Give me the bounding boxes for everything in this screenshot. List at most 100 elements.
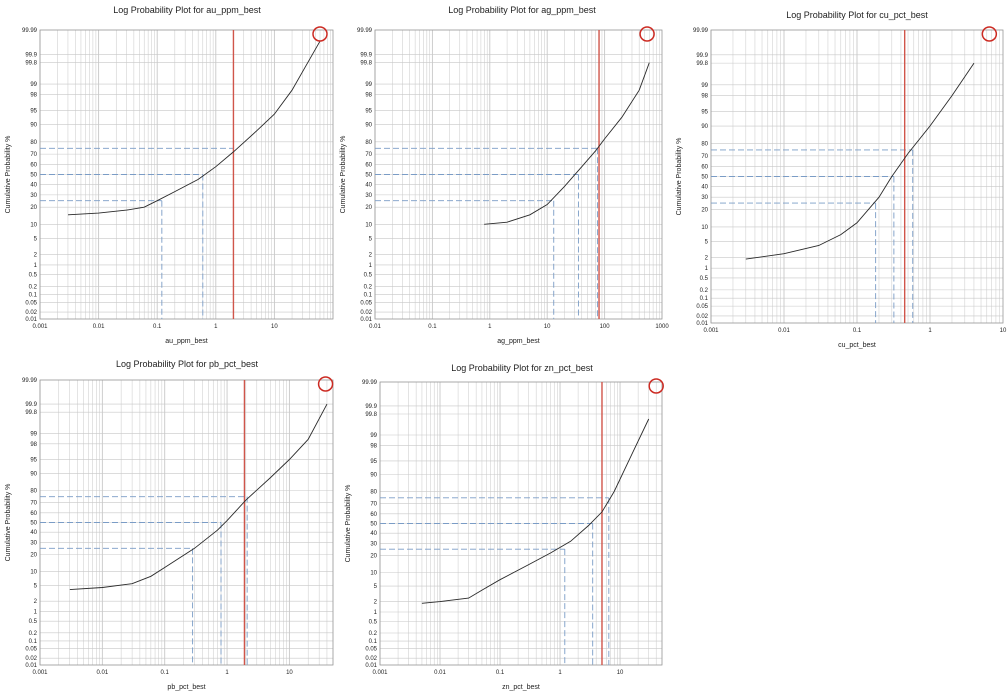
y-tick-label: 1 [34,263,38,269]
y-tick-label: 1 [705,266,709,272]
y-tick-label: 1 [374,610,378,616]
y-tick-label: 99 [30,431,37,437]
y-tick-label: 98 [365,93,372,99]
y-tick-label: 20 [365,205,372,211]
y-tick-label: 40 [370,531,377,537]
y-tick-label: 2 [34,252,38,258]
x-axis-label: cu_pct_best [838,342,876,349]
y-tick-label: 0.5 [29,273,38,279]
y-tick-label: 30 [365,193,372,199]
y-tick-label: 70 [365,152,372,158]
plot-panel-4: 99.99 99.9 99.8 99 98 95 90 80 70 60 50 40 30 20 10 5 2 1… [5,359,334,691]
cumulative-probability-curve [745,62,975,260]
highlight-circle-marker [639,26,655,42]
x-tick-label: 0.01 [93,324,105,330]
y-tick-label: 0.02 [25,656,37,662]
y-tick-label: 95 [370,459,377,465]
y-tick-label: 0.05 [25,300,37,306]
y-tick-label: 99.9 [365,404,377,410]
y-tick-label: 60 [365,163,372,169]
x-tick-label: 100 [600,324,611,330]
y-tick-label: 20 [30,205,37,211]
x-tick-label: 0.1 [428,324,437,330]
highlight-circle-marker [648,378,664,394]
y-tick-label: 10 [30,222,37,228]
y-tick-label: 50 [30,521,37,527]
y-axis-label: Cumulative Probability % [5,484,12,562]
y-tick-label: 0.1 [364,293,373,299]
chart-title: Log Probability Plot for cu_pct_best [786,10,928,20]
y-tick-label: 0.1 [369,639,378,645]
chart-title: Log Probability Plot for au_ppm_best [113,5,261,15]
y-tick-label: 0.05 [25,647,37,653]
x-tick-label: 1 [214,324,218,330]
y-tick-label: 30 [701,195,708,201]
y-tick-label: 5 [34,236,38,242]
y-tick-label: 2 [374,600,378,606]
y-tick-label: 90 [370,473,377,479]
y-tick-label: 0.1 [29,293,38,299]
y-tick-label: 98 [30,442,37,448]
x-axis-label: au_ppm_best [165,338,207,345]
y-tick-label: 99.8 [25,61,37,67]
y-tick-label: 95 [30,109,37,115]
y-tick-label: 0.01 [25,663,37,669]
y-axis-label: Cumulative Probability % [5,136,12,214]
y-tick-label: 80 [370,489,377,495]
y-tick-label: 80 [701,141,708,147]
x-axis-label: ag_ppm_best [497,338,539,345]
y-tick-label: 30 [30,541,37,547]
y-tick-label: 60 [370,512,377,518]
y-tick-label: 0.01 [696,321,708,327]
y-tick-label: 70 [370,502,377,508]
cumulative-probability-curve [421,418,650,604]
y-tick-label: 80 [30,488,37,494]
y-tick-label: 99.99 [357,28,373,34]
x-tick-label: 10 [286,670,293,676]
y-tick-label: 95 [30,457,37,463]
y-tick-label: 5 [374,584,378,590]
y-tick-label: 2 [705,255,709,261]
y-tick-label: 30 [30,193,37,199]
x-tick-label: 1 [488,324,492,330]
chart-title: Log Probability Plot for zn_pct_best [451,363,593,373]
y-tick-label: 1 [34,610,38,616]
y-tick-label: 70 [30,500,37,506]
y-tick-label: 99 [30,82,37,88]
y-axis-label: Cumulative Probability % [340,136,347,214]
y-tick-label: 0.2 [29,631,38,637]
y-tick-label: 50 [370,522,377,528]
y-tick-label: 80 [365,140,372,146]
y-tick-label: 10 [370,570,377,576]
y-tick-label: 99 [365,82,372,88]
y-tick-label: 20 [701,208,708,214]
x-tick-label: 0.01 [778,328,790,334]
y-tick-label: 0.05 [360,300,372,306]
y-tick-label: 50 [30,173,37,179]
y-tick-label: 99.8 [365,412,377,418]
highlight-circle-marker [981,26,998,42]
y-tick-label: 0.02 [696,314,708,320]
y-tick-label: 0.01 [365,663,377,669]
y-tick-label: 50 [365,173,372,179]
y-axis-label: Cumulative Probability % [676,138,683,216]
x-tick-label: 1000 [655,324,669,330]
plot-panel-1: 99.99 99.9 99.8 99 98 95 90 80 70 60 50 40 30 20 10 5 2 1… [5,5,334,345]
y-tick-label: 99.9 [25,402,37,408]
plot-panel-3: 99.99 99.9 99.8 99 98 95 90 80 70 60 50 40 30 20 10 5 2 1… [676,10,1007,349]
y-tick-label: 2 [34,599,38,605]
y-tick-label: 0.2 [364,284,373,290]
y-tick-label: 99 [701,83,708,89]
y-tick-label: 10 [30,570,37,576]
y-tick-label: 0.02 [365,656,377,662]
y-tick-label: 0.2 [29,284,38,290]
x-tick-label: 0.1 [161,670,170,676]
x-tick-label: 0.01 [369,324,381,330]
y-axis-label: Cumulative Probability % [345,485,352,563]
y-tick-label: 0.5 [700,276,709,282]
y-tick-label: 5 [705,239,709,245]
y-tick-label: 20 [370,554,377,560]
x-tick-label: 1 [225,670,229,676]
y-tick-label: 0.02 [25,310,37,316]
